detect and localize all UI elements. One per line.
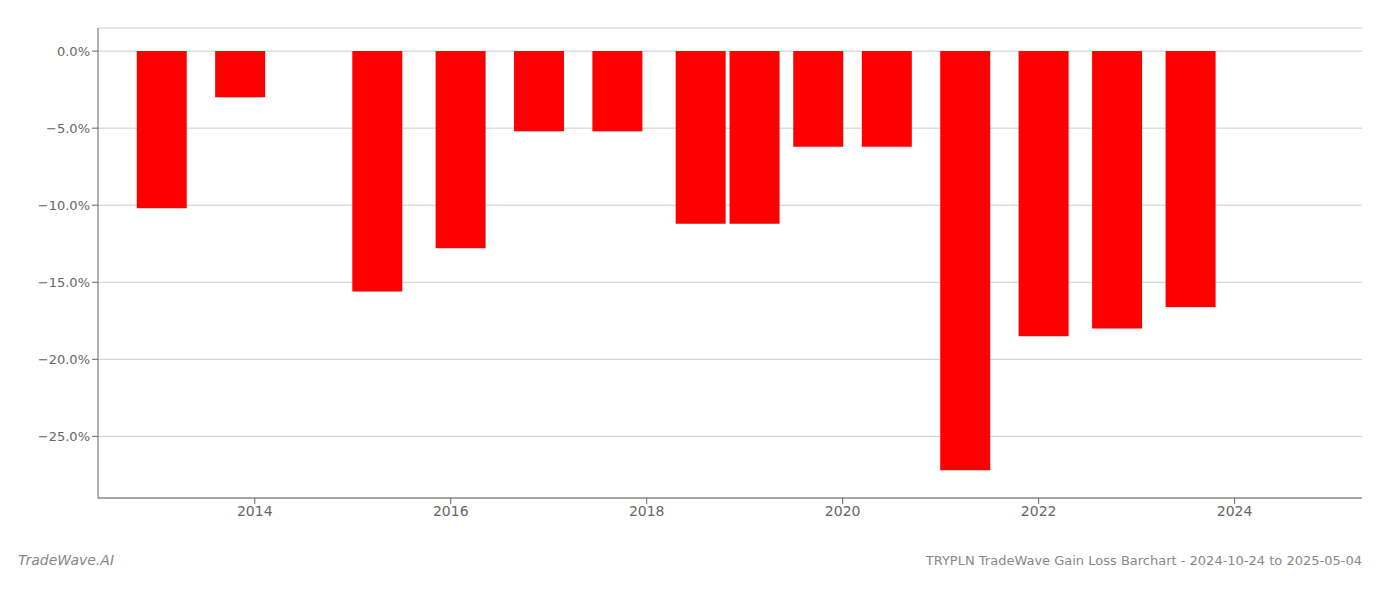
svg-text:2022: 2022: [1021, 503, 1057, 519]
svg-text:−25.0%: −25.0%: [38, 429, 90, 444]
svg-text:−15.0%: −15.0%: [38, 275, 90, 290]
svg-text:−20.0%: −20.0%: [38, 352, 90, 367]
svg-text:−10.0%: −10.0%: [38, 198, 90, 213]
svg-text:2016: 2016: [433, 503, 469, 519]
svg-text:2020: 2020: [825, 503, 861, 519]
svg-text:2018: 2018: [629, 503, 665, 519]
svg-text:−5.0%: −5.0%: [46, 121, 90, 136]
html-text:TradeWave.AI: TradeWave.AI: [18, 552, 114, 568]
svg-text:2024: 2024: [1217, 503, 1253, 519]
html-text:TRYPLN TradeWave Gain Loss Bar: TRYPLN TradeWave Gain Loss Barchart - 20…: [925, 553, 1362, 568]
svg-text:2014: 2014: [237, 503, 273, 519]
svg-text:0.0%: 0.0%: [57, 44, 90, 59]
